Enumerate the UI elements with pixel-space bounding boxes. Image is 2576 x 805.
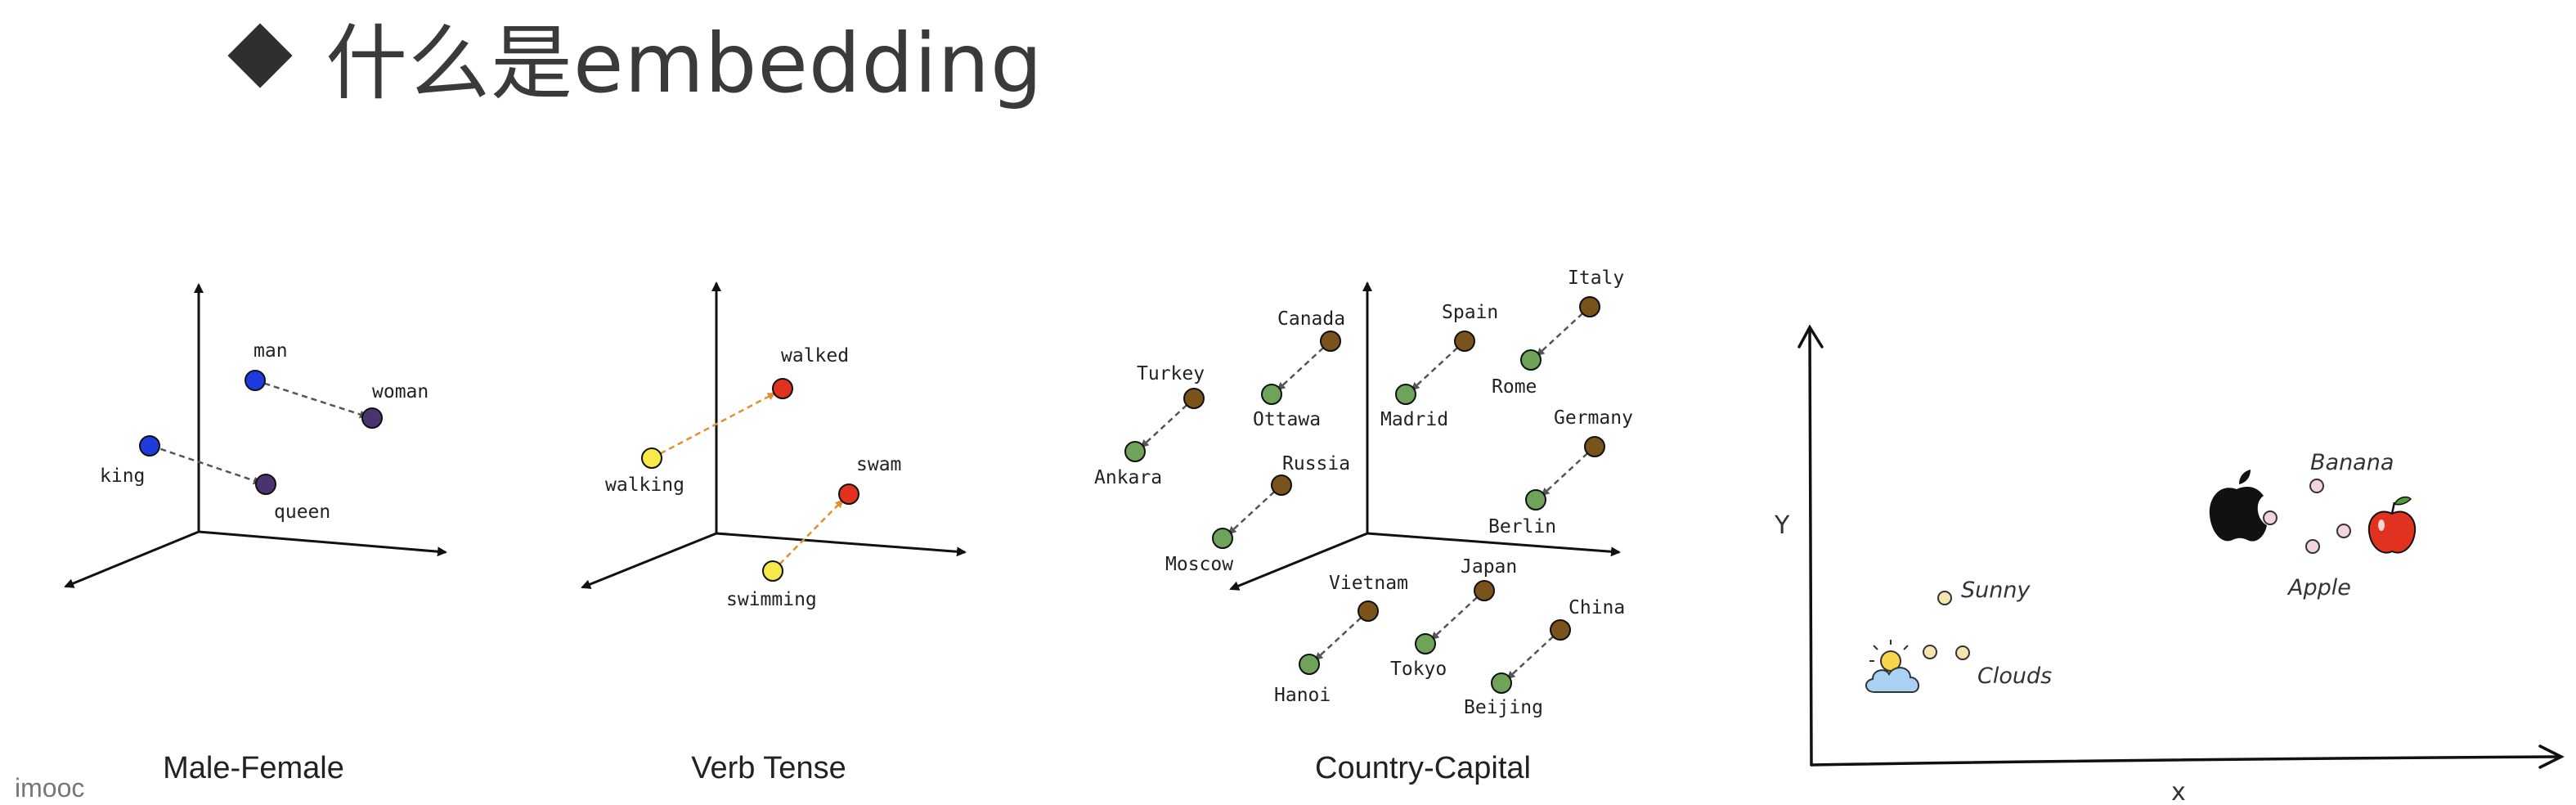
point-king xyxy=(139,435,160,456)
sun-cloud-icon xyxy=(1865,640,1919,693)
label-madrid: Madrid xyxy=(1380,409,1448,430)
watermark-text: imooc xyxy=(15,773,85,803)
point-russia xyxy=(1271,474,1292,496)
point-fruit-a xyxy=(2263,510,2278,525)
point-beijing xyxy=(1491,672,1512,694)
point-ankara xyxy=(1124,441,1146,462)
label-walked: walked xyxy=(781,345,849,367)
arrow-china-beijing xyxy=(1506,629,1561,680)
label-japan: Japan xyxy=(1461,556,1517,578)
title-text: 什么是embedding xyxy=(325,15,1043,111)
slide-title: 什么是embedding xyxy=(221,7,1043,111)
arrow-italy-rome xyxy=(1536,306,1591,357)
point-fruit-b xyxy=(2336,524,2351,538)
point-rome xyxy=(1520,349,1542,371)
label-man: man xyxy=(254,340,288,362)
arrow-walking-walked xyxy=(651,392,776,460)
label-clouds: Clouds xyxy=(1977,663,2052,689)
point-swam xyxy=(838,483,859,505)
point-spain xyxy=(1454,331,1475,352)
label-germany: Germany xyxy=(1554,407,1633,429)
label-turkey: Turkey xyxy=(1137,363,1205,385)
point-walking xyxy=(641,447,662,469)
caption-country-capital: Country-Capital xyxy=(1315,751,1531,785)
label-beijing: Beijing xyxy=(1464,697,1543,718)
label-hanoi: Hanoi xyxy=(1274,685,1331,706)
point-germany xyxy=(1584,436,1605,457)
point-queen xyxy=(255,474,276,495)
arrow-king-queen xyxy=(150,444,262,485)
point-italy xyxy=(1579,296,1600,317)
label-ottawa: Ottawa xyxy=(1253,409,1321,430)
label-king: king xyxy=(100,465,145,487)
label-woman: woman xyxy=(372,381,429,402)
label-sunny: Sunny xyxy=(1961,578,2031,603)
point-turkey xyxy=(1183,388,1205,409)
label-queen: queen xyxy=(274,501,330,523)
label-ankara: Ankara xyxy=(1094,467,1162,488)
label-canada: Canada xyxy=(1277,308,1345,330)
axes-3d xyxy=(64,283,447,588)
arrow-germany-berlin xyxy=(1541,446,1595,497)
red-apple-icon xyxy=(2367,496,2417,554)
point-vietnam xyxy=(1358,600,1379,622)
arrow-swimming-swam xyxy=(772,499,844,572)
point-fruit-c xyxy=(2305,539,2320,554)
label-russia: Russia xyxy=(1282,453,1350,474)
country-capital-arrows xyxy=(1140,306,1595,680)
axis-x-label: x xyxy=(2171,778,2186,805)
point-berlin xyxy=(1525,489,1546,510)
panel-male-female: man woman king queen xyxy=(64,283,447,588)
point-hanoi xyxy=(1299,654,1320,675)
label-moscow: Moscow xyxy=(1165,554,1233,575)
point-madrid xyxy=(1395,384,1416,405)
point-sunny xyxy=(1937,591,1952,605)
point-swimming xyxy=(762,560,783,582)
arrow-turkey-ankara xyxy=(1140,398,1195,448)
label-rome: Rome xyxy=(1492,376,1537,398)
label-berlin: Berlin xyxy=(1488,516,1556,537)
point-woman xyxy=(361,407,383,429)
axis-y-label: Y xyxy=(1774,511,1790,540)
point-tokyo xyxy=(1415,633,1436,654)
point-canada xyxy=(1320,331,1341,352)
label-china: China xyxy=(1568,597,1625,618)
point-weather-a xyxy=(1923,645,1937,659)
label-vietnam: Vietnam xyxy=(1329,573,1408,594)
label-spain: Spain xyxy=(1442,302,1498,323)
axes-3d xyxy=(581,281,967,589)
label-swam: swam xyxy=(856,454,901,475)
point-walked xyxy=(772,378,793,399)
caption-verb-tense: Verb Tense xyxy=(691,751,846,785)
label-tokyo: Tokyo xyxy=(1390,659,1447,680)
axes-3d xyxy=(1229,281,1621,591)
arrow-man-woman xyxy=(254,379,368,419)
arrow-vietnam-hanoi xyxy=(1314,610,1369,661)
point-man xyxy=(245,370,266,391)
label-swimming: swimming xyxy=(726,589,817,610)
caption-male-female: Male-Female xyxy=(163,751,344,785)
point-weather-b xyxy=(1955,645,1970,660)
arrow-japan-tokyo xyxy=(1430,590,1485,641)
label-apple: Apple xyxy=(2287,575,2351,600)
apple-logo-icon xyxy=(2209,470,2267,542)
point-banana xyxy=(2309,479,2324,493)
panel-verb-tense: walked walking swam swimming xyxy=(581,281,967,610)
axes-2d xyxy=(1797,324,2565,769)
label-walking: walking xyxy=(605,474,684,496)
panel-country-capital: Canada Ottawa Spain Madrid Italy Rome Tu… xyxy=(1094,268,1633,718)
panel-2d-space: Y x Banana Apple xyxy=(1774,324,2565,805)
label-italy: Italy xyxy=(1568,268,1624,289)
point-china xyxy=(1550,619,1571,641)
arrow-russia-moscow xyxy=(1227,484,1282,535)
point-moscow xyxy=(1212,528,1233,549)
label-banana: Banana xyxy=(2310,450,2394,475)
arrow-spain-madrid xyxy=(1411,340,1465,391)
point-ottawa xyxy=(1261,384,1282,405)
arrow-canada-ottawa xyxy=(1277,340,1331,391)
point-japan xyxy=(1474,580,1495,601)
